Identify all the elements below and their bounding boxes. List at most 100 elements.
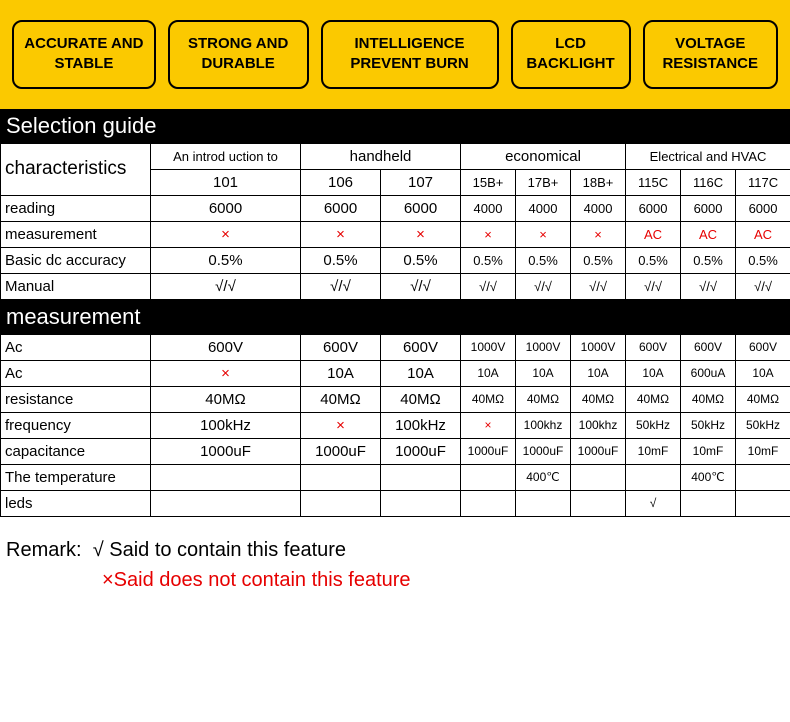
cell: 40MΩ [626,386,681,412]
cell: 10A [571,360,626,386]
cell: 400℃ [681,464,736,490]
cell: 0.5% [151,247,301,273]
cell: 0.5% [681,247,736,273]
cell: The temperature [1,464,151,490]
cell [516,490,571,516]
cell [151,490,301,516]
cell: 600V [381,334,461,360]
cell: 0.5% [461,247,516,273]
cell: √/√ [381,273,461,299]
cell: 400℃ [516,464,571,490]
cell: Manual [1,273,151,299]
cell [151,464,301,490]
cell: 4000 [571,195,626,221]
cell: 10A [301,360,381,386]
cell: 1000V [461,334,516,360]
cell: 40MΩ [681,386,736,412]
remark-block: Remark: √ Said to contain this feature ×… [0,517,790,603]
cell: 40MΩ [301,386,381,412]
cell: 10mF [681,438,736,464]
cell: √/√ [681,273,736,299]
cell: √/√ [516,273,571,299]
cell: handheld [301,143,461,169]
cell: measurement [1,221,151,247]
cell: 1000V [571,334,626,360]
cell: resistance [1,386,151,412]
feature-box-1: STRONG AND DURABLE [168,20,309,89]
cell: 0.5% [381,247,461,273]
cell: 6000 [681,195,736,221]
cell: 115C [626,169,681,195]
cell: 50kHz [681,412,736,438]
cell: 600V [681,334,736,360]
cell: √/√ [461,273,516,299]
cell [736,490,790,516]
cell: 17B+ [516,169,571,195]
cell: 10A [626,360,681,386]
cell: × [461,412,516,438]
cell: 0.5% [736,247,790,273]
cell: × [301,412,381,438]
cell [381,464,461,490]
remark-no: ×Said does not contain this feature [6,565,784,595]
cell: characteristics [1,143,151,195]
cell: 10mF [626,438,681,464]
cell: 116C [681,169,736,195]
cell: × [151,221,301,247]
cell: 1000uF [151,438,301,464]
cell: 4000 [461,195,516,221]
cell: 6000 [301,195,381,221]
cell: 6000 [736,195,790,221]
cell: 40MΩ [736,386,790,412]
cell: 6000 [626,195,681,221]
cell: 0.5% [571,247,626,273]
cell: 10A [381,360,461,386]
cell: 0.5% [626,247,681,273]
cell: frequency [1,412,151,438]
cell: 1000uF [571,438,626,464]
cell [461,464,516,490]
cell: 10A [461,360,516,386]
cell: 100kHz [151,412,301,438]
cell: 40MΩ [381,386,461,412]
cell: 100khz [571,412,626,438]
cell: 15B+ [461,169,516,195]
cell: An introd uction to [151,143,301,169]
cell: 600V [151,334,301,360]
cell [626,464,681,490]
cell: 0.5% [301,247,381,273]
cell: 600V [626,334,681,360]
cell [301,464,381,490]
cell: 40MΩ [151,386,301,412]
cell: √/√ [736,273,790,299]
cell: 1000uF [301,438,381,464]
cell: 100khz [516,412,571,438]
cell: 1000uF [461,438,516,464]
cell: 10mF [736,438,790,464]
section-header-measurement: measurement [0,300,790,334]
cell: 10A [736,360,790,386]
cell: 18B+ [571,169,626,195]
cell [571,490,626,516]
cell: × [381,221,461,247]
cell: × [301,221,381,247]
cell [301,490,381,516]
cell: Ac [1,334,151,360]
spec-table: characteristicsAn introd uction tohandhe… [0,143,790,300]
cell: 600V [301,334,381,360]
cell: 6000 [151,195,301,221]
cell: √/√ [571,273,626,299]
cell: AC [626,221,681,247]
cell: × [461,221,516,247]
cell: 0.5% [516,247,571,273]
cell: √/√ [151,273,301,299]
cell [461,490,516,516]
feature-box-3: LCD BACKLIGHT [511,20,631,89]
cell: 10A [516,360,571,386]
cell: 4000 [516,195,571,221]
cell: Electrical and HVAC [626,143,790,169]
cell: 106 [301,169,381,195]
feature-box-2: INTELLIGENCE PREVENT BURN [321,20,499,89]
cell [381,490,461,516]
measurement-table: Ac600V600V600V1000V1000V1000V600V600V600… [0,334,790,517]
